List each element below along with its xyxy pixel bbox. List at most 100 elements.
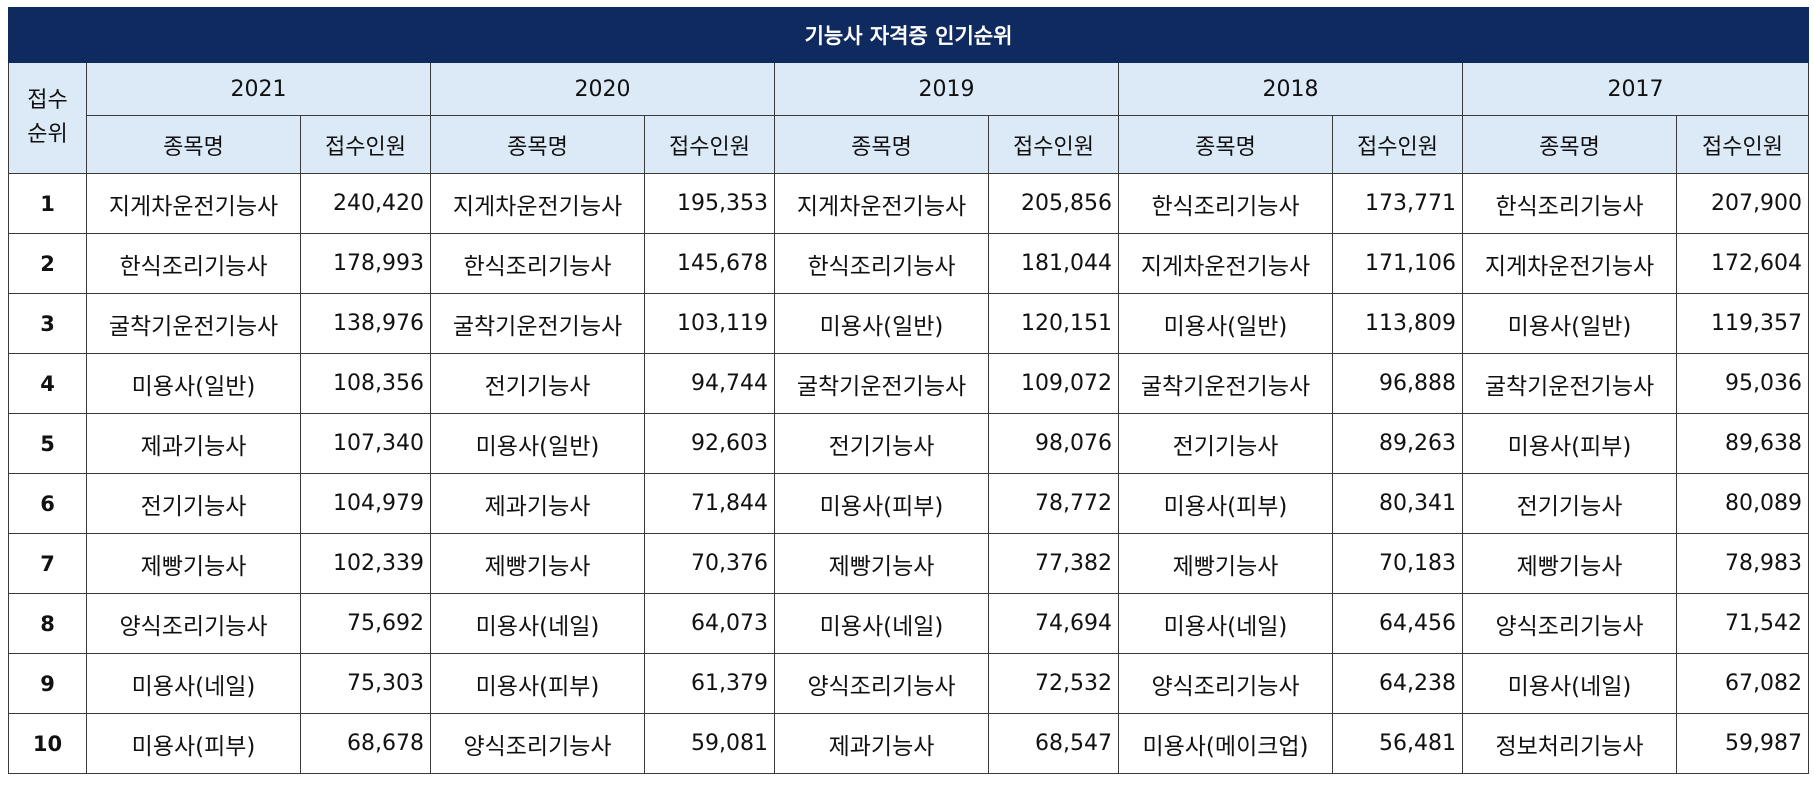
- applicant-count-cell: 108,356: [300, 353, 431, 414]
- applicant-count-cell: 68,678: [300, 713, 431, 774]
- applicant-count-cell: 75,692: [300, 593, 431, 654]
- item-name-cell: 미용사(일반): [86, 353, 301, 414]
- item-name-cell: 미용사(네일): [774, 593, 989, 654]
- rank-cell: 3: [8, 293, 87, 354]
- item-name-cell: 굴착기운전기능사: [430, 293, 645, 354]
- applicant-count-cell: 67,082: [1676, 653, 1809, 714]
- col-header-name: 종목명: [86, 115, 301, 174]
- item-name-cell: 지게차운전기능사: [1118, 233, 1333, 294]
- year-header: 2018: [1118, 62, 1463, 116]
- item-name-cell: 미용사(일반): [1118, 293, 1333, 354]
- applicant-count-cell: 77,382: [988, 533, 1119, 594]
- applicant-count-cell: 181,044: [988, 233, 1119, 294]
- ranking-table: 기능사 자격증 인기순위 접수 순위 2021 2020 2019 2018 2…: [8, 7, 1809, 774]
- table-row: 1 지게차운전기능사 240,420 지게차운전기능사 195,353 지게차운전기능사 2…: [8, 173, 1809, 234]
- col-header-count: 접수인원: [1332, 115, 1463, 174]
- applicant-count-cell: 74,694: [988, 593, 1119, 654]
- col-header-count: 접수인원: [644, 115, 775, 174]
- year-header: 2017: [1462, 62, 1809, 116]
- applicant-count-cell: 240,420: [300, 173, 431, 234]
- applicant-count-cell: 107,340: [300, 413, 431, 474]
- item-name-cell: 전기기능사: [1118, 413, 1333, 474]
- applicant-count-cell: 64,238: [1332, 653, 1463, 714]
- applicant-count-cell: 59,987: [1676, 713, 1809, 774]
- item-name-cell: 미용사(네일): [86, 653, 301, 714]
- applicant-count-cell: 78,772: [988, 473, 1119, 534]
- table-row: 2 한식조리기능사 178,993 한식조리기능사 145,678 한식조리기능사 181,…: [8, 233, 1809, 294]
- applicant-count-cell: 178,993: [300, 233, 431, 294]
- applicant-count-cell: 89,638: [1676, 413, 1809, 474]
- item-name-cell: 정보처리기능사: [1462, 713, 1677, 774]
- applicant-count-cell: 207,900: [1676, 173, 1809, 234]
- applicant-count-cell: 68,547: [988, 713, 1119, 774]
- item-name-cell: 미용사(일반): [1462, 293, 1677, 354]
- applicant-count-cell: 102,339: [300, 533, 431, 594]
- item-name-cell: 제빵기능사: [430, 533, 645, 594]
- applicant-count-cell: 80,089: [1676, 473, 1809, 534]
- applicant-count-cell: 72,532: [988, 653, 1119, 714]
- rank-cell: 8: [8, 593, 87, 654]
- table-row: 5 제과기능사 107,340 미용사(일반) 92,603 전기기능사 98,076 전기기…: [8, 413, 1809, 474]
- table-row: 8 양식조리기능사 75,692 미용사(네일) 64,073 미용사(네일) 74,694…: [8, 593, 1809, 654]
- item-name-cell: 굴착기운전기능사: [774, 353, 989, 414]
- item-name-cell: 양식조리기능사: [1118, 653, 1333, 714]
- applicant-count-cell: 71,844: [644, 473, 775, 534]
- item-name-cell: 미용사(일반): [430, 413, 645, 474]
- item-name-cell: 양식조리기능사: [774, 653, 989, 714]
- item-name-cell: 한식조리기능사: [430, 233, 645, 294]
- rank-header-line1: 접수: [27, 88, 68, 113]
- applicant-count-cell: 92,603: [644, 413, 775, 474]
- item-name-cell: 전기기능사: [774, 413, 989, 474]
- item-name-cell: 제빵기능사: [1118, 533, 1333, 594]
- rank-cell: 4: [8, 353, 87, 414]
- applicant-count-cell: 56,481: [1332, 713, 1463, 774]
- item-name-cell: 미용사(네일): [1462, 653, 1677, 714]
- year-header: 2019: [774, 62, 1119, 116]
- item-name-cell: 제빵기능사: [1462, 533, 1677, 594]
- applicant-count-cell: 145,678: [644, 233, 775, 294]
- applicant-count-cell: 61,379: [644, 653, 775, 714]
- applicant-count-cell: 94,744: [644, 353, 775, 414]
- item-name-cell: 제과기능사: [774, 713, 989, 774]
- item-name-cell: 미용사(피부): [1462, 413, 1677, 474]
- applicant-count-cell: 172,604: [1676, 233, 1809, 294]
- applicant-count-cell: 96,888: [1332, 353, 1463, 414]
- rank-cell: 6: [8, 473, 87, 534]
- item-name-cell: 전기기능사: [1462, 473, 1677, 534]
- item-name-cell: 지게차운전기능사: [1462, 233, 1677, 294]
- table-body: 1 지게차운전기능사 240,420 지게차운전기능사 195,353 지게차운전기능사 2…: [8, 173, 1809, 774]
- rank-cell: 10: [8, 713, 87, 774]
- applicant-count-cell: 138,976: [300, 293, 431, 354]
- applicant-count-cell: 64,073: [644, 593, 775, 654]
- applicant-count-cell: 64,456: [1332, 593, 1463, 654]
- item-name-cell: 전기기능사: [430, 353, 645, 414]
- col-header-name: 종목명: [430, 115, 645, 174]
- applicant-count-cell: 78,983: [1676, 533, 1809, 594]
- item-name-cell: 굴착기운전기능사: [86, 293, 301, 354]
- item-name-cell: 미용사(네일): [1118, 593, 1333, 654]
- item-name-cell: 미용사(피부): [86, 713, 301, 774]
- table-row: 6 전기기능사 104,979 제과기능사 71,844 미용사(피부) 78,772 미용사…: [8, 473, 1809, 534]
- rank-cell: 9: [8, 653, 87, 714]
- applicant-count-cell: 71,542: [1676, 593, 1809, 654]
- table-row: 3 굴착기운전기능사 138,976 굴착기운전기능사 103,119 미용사(일반) 12…: [8, 293, 1809, 354]
- item-name-cell: 제빵기능사: [86, 533, 301, 594]
- year-header: 2020: [430, 62, 775, 116]
- year-header: 2021: [86, 62, 431, 116]
- applicant-count-cell: 195,353: [644, 173, 775, 234]
- item-name-cell: 미용사(일반): [774, 293, 989, 354]
- col-header-name: 종목명: [1118, 115, 1333, 174]
- item-name-cell: 미용사(피부): [1118, 473, 1333, 534]
- rank-header: 접수 순위: [8, 62, 87, 174]
- table-row: 4 미용사(일반) 108,356 전기기능사 94,744 굴착기운전기능사 109,07…: [8, 353, 1809, 414]
- applicant-count-cell: 104,979: [300, 473, 431, 534]
- item-name-cell: 제빵기능사: [774, 533, 989, 594]
- item-name-cell: 미용사(메이크업): [1118, 713, 1333, 774]
- applicant-count-cell: 98,076: [988, 413, 1119, 474]
- applicant-count-cell: 89,263: [1332, 413, 1463, 474]
- item-name-cell: 굴착기운전기능사: [1462, 353, 1677, 414]
- item-name-cell: 한식조리기능사: [1118, 173, 1333, 234]
- applicant-count-cell: 95,036: [1676, 353, 1809, 414]
- ranking-table-container: 기능사 자격증 인기순위 접수 순위 2021 2020 2019 2018 2…: [8, 7, 1809, 774]
- item-name-cell: 한식조리기능사: [1462, 173, 1677, 234]
